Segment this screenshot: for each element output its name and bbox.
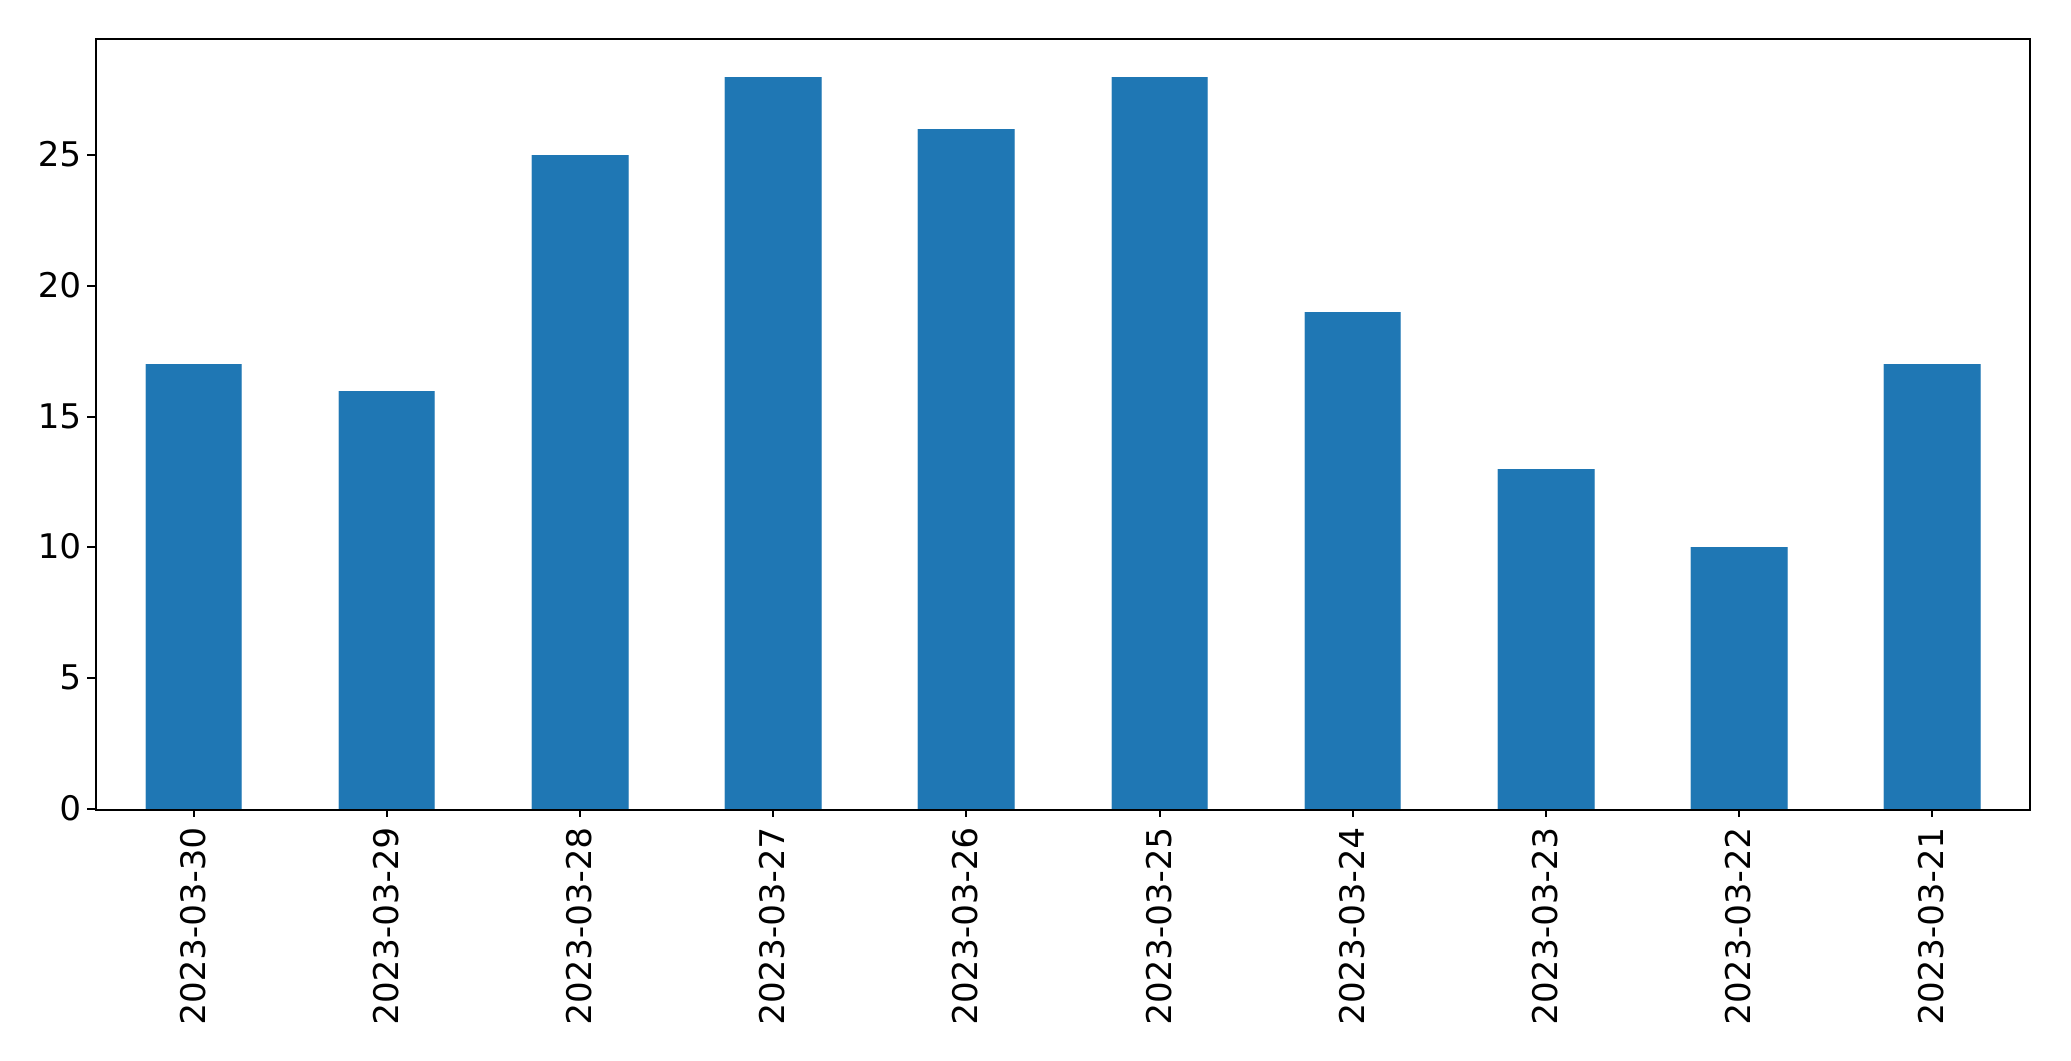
y-tick-mark [87,154,95,157]
bar-2023-03-24 [1304,312,1402,809]
x-tick-label: 2023-03-22 [1719,827,1760,1025]
x-tick-mark [965,809,968,817]
x-tick-label: 2023-03-21 [1912,827,1953,1025]
bar-2023-03-23 [1497,468,1595,809]
x-tick-mark [192,809,195,817]
y-tick-label: 5 [59,658,81,699]
x-tick-label: 2023-03-29 [366,827,407,1025]
x-tick-label-wrap: 2023-03-22 [1719,827,1760,1029]
x-tick-label: 2023-03-24 [1332,827,1373,1025]
y-tick-label: 10 [37,527,81,568]
bar-2023-03-26 [918,128,1015,809]
x-tick-mark [772,809,775,817]
bar-2023-03-30 [145,364,242,809]
y-tick-mark [87,546,95,549]
x-tick-label: 2023-03-26 [946,827,987,1025]
x-tick-mark [1738,809,1741,817]
x-tick-mark [1158,809,1161,817]
y-tick-mark [87,415,95,418]
y-tick-label: 15 [37,396,81,437]
x-tick-label: 2023-03-23 [1526,827,1566,1025]
x-tick-label-wrap: 2023-03-24 [1332,827,1373,1029]
plot-area: 0 5 10 15 20 25 2023-03-30 2023-03-29 2023-03-28… [38,38,2031,1025]
x-tick-label-wrap: 2023-03-21 [1912,827,1953,1029]
x-tick-label-wrap: 2023-03-28 [560,827,600,1029]
y-tick-label: 20 [37,265,81,306]
y-tick-mark [87,284,95,287]
x-tick-label: 2023-03-27 [753,827,794,1025]
x-tick-mark [1351,809,1354,817]
y-tick-mark [87,808,95,810]
x-tick-label-wrap: 2023-03-26 [946,827,987,1029]
x-tick-mark [1931,809,1934,817]
bar-2023-03-27 [724,76,822,809]
x-tick-label-wrap: 2023-03-30 [173,827,214,1029]
x-tick-label: 2023-03-25 [1139,827,1180,1025]
x-tick-label-wrap: 2023-03-27 [753,827,794,1029]
x-tick-mark [579,809,581,817]
y-tick-label: 25 [37,135,81,176]
x-tick-label: 2023-03-28 [560,827,600,1025]
bar-2023-03-29 [338,390,436,809]
x-tick-label-wrap: 2023-03-25 [1139,827,1180,1029]
x-tick-label-wrap: 2023-03-23 [1526,827,1566,1029]
bar-2023-03-25 [1111,76,1208,809]
x-tick-label-wrap: 2023-03-29 [366,827,407,1029]
bar-2023-03-22 [1690,547,1788,809]
y-tick-label: 0 [59,789,81,829]
bar-2023-03-28 [531,155,629,809]
y-tick-mark [87,677,95,680]
x-tick-mark [385,809,388,817]
bar-2023-03-21 [1884,364,1981,809]
x-tick-mark [1545,809,1547,817]
x-tick-label: 2023-03-30 [173,827,214,1025]
